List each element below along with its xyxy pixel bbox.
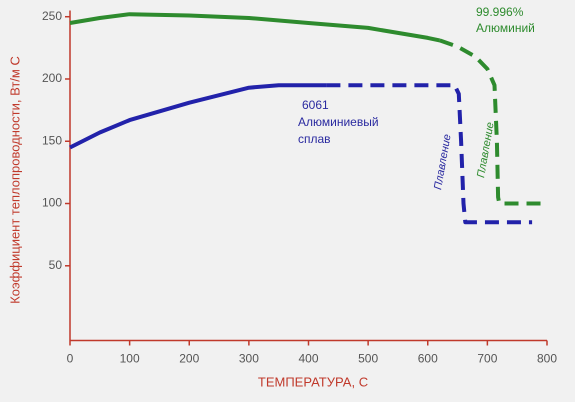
x-axis-title: ТЕМПЕРАТУРА, С: [258, 374, 368, 389]
x-tick-label: 600: [418, 352, 438, 366]
y-tick-label: 50: [49, 258, 63, 272]
y-tick-label: 250: [42, 9, 62, 23]
x-tick-label: 400: [298, 352, 318, 366]
annotation: Алюминиевый: [298, 115, 379, 129]
annotation: 6061: [302, 98, 329, 112]
x-tick-label: 300: [239, 352, 259, 366]
x-tick-label: 800: [537, 352, 557, 366]
line-series: [69, 12, 441, 43]
annotation: Плавление: [432, 133, 454, 191]
x-tick-label: 700: [477, 352, 497, 366]
x-tick-label: 200: [179, 352, 199, 366]
y-tick-label: 150: [42, 133, 62, 147]
y-tick-label: 100: [42, 196, 62, 210]
y-tick-label: 200: [42, 71, 62, 85]
annotation: 99.996%: [476, 5, 524, 19]
line-series: [69, 83, 327, 150]
line-series: [326, 83, 533, 225]
annotation: Плавление: [475, 121, 497, 179]
x-tick-label: 100: [120, 352, 140, 366]
line-series: [439, 38, 546, 206]
x-tick-label: 500: [358, 352, 378, 366]
x-tick-label: 0: [67, 352, 74, 366]
annotation: сплав: [298, 132, 331, 146]
y-axis-title: Коэффициент теплопроводности, Вт/м С: [7, 56, 22, 304]
annotation: Алюминий: [476, 21, 535, 35]
